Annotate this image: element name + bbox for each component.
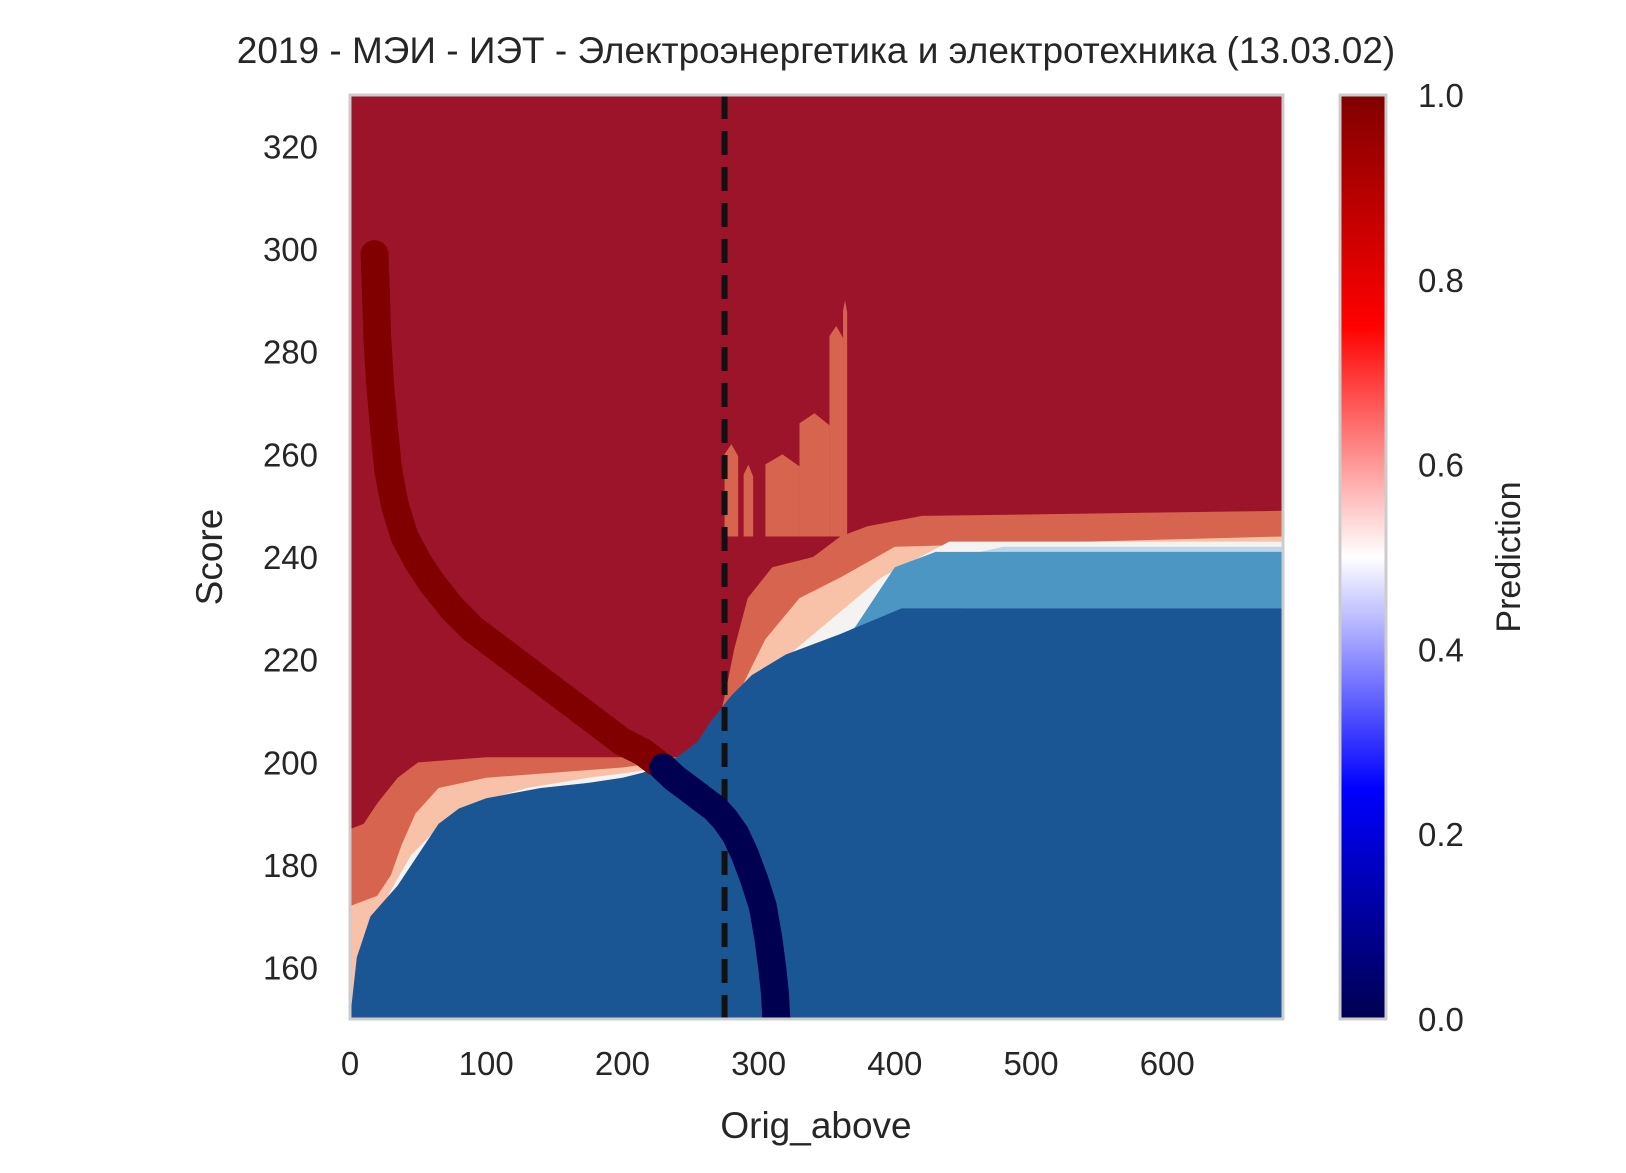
y-tick-label: 180 — [263, 847, 318, 884]
region-dark-blue — [350, 608, 1283, 1019]
colorbar-tick-label: 0.2 — [1418, 816, 1464, 853]
x-axis-ticks: 0 100 200 300 400 500 600 — [341, 1045, 1195, 1082]
colorbar-ticks: 0.0 0.2 0.4 0.6 0.8 1.0 — [1418, 77, 1464, 1038]
colorbar — [1338, 93, 1388, 1021]
y-tick-label: 320 — [263, 128, 318, 165]
x-axis-label: Orig_above — [720, 1105, 911, 1146]
chart-title: 2019 - МЭИ - ИЭТ - Электроэнергетика и э… — [237, 30, 1395, 71]
y-axis-label: Score — [189, 509, 230, 606]
y-tick-label: 300 — [263, 231, 318, 268]
salmon-spike-2 — [765, 454, 800, 537]
x-tick-label: 300 — [731, 1045, 786, 1082]
colorbar-label: Prediction — [1490, 481, 1528, 632]
x-tick-label: 200 — [595, 1045, 650, 1082]
salmon-spike-4 — [829, 326, 844, 537]
plot-area — [350, 95, 1283, 1019]
y-axis-ticks: 160 180 200 220 240 260 280 300 320 — [263, 128, 318, 986]
x-tick-label: 400 — [867, 1045, 922, 1082]
y-tick-label: 260 — [263, 436, 318, 473]
x-tick-label: 500 — [1003, 1045, 1058, 1082]
colorbar-tick-label: 0.8 — [1418, 262, 1464, 299]
x-tick-label: 0 — [341, 1045, 359, 1082]
y-tick-label: 280 — [263, 334, 318, 371]
salmon-spike-1 — [743, 464, 754, 537]
salmon-spike-0 — [724, 444, 739, 537]
y-tick-label: 220 — [263, 642, 318, 679]
colorbar-tick-label: 0.4 — [1418, 631, 1464, 668]
region-stripe — [962, 600, 1283, 609]
colorbar-tick-label: 0.6 — [1418, 447, 1464, 484]
y-tick-label: 240 — [263, 539, 318, 576]
plot-frame — [348, 93, 1285, 1021]
salmon-spike-3 — [799, 413, 830, 537]
scatter-points — [360, 240, 791, 1019]
salmon-spikes — [724, 300, 848, 537]
contour-regions — [350, 510, 1283, 1019]
salmon-spike-5 — [843, 300, 848, 537]
x-tick-label: 600 — [1140, 1045, 1195, 1082]
series-1-point — [762, 1005, 791, 1019]
colorbar-tick-label: 1.0 — [1418, 77, 1464, 114]
colorbar-tick-label: 0.0 — [1418, 1001, 1464, 1038]
y-tick-label: 160 — [263, 950, 318, 987]
x-tick-label: 100 — [459, 1045, 514, 1082]
y-tick-label: 200 — [263, 744, 318, 781]
